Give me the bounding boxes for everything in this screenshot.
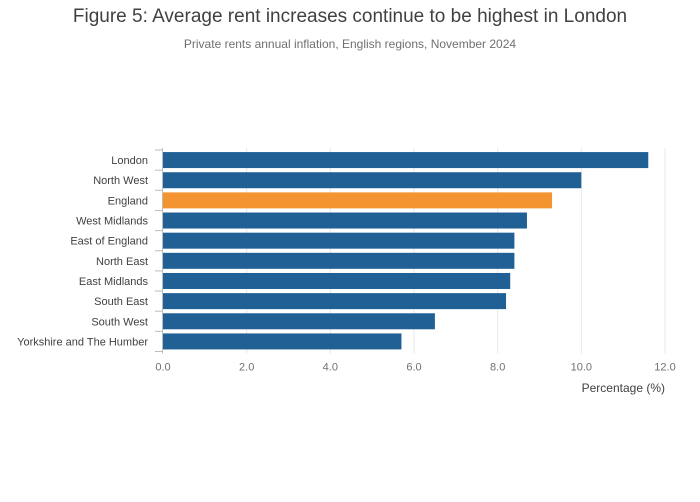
bars	[163, 152, 649, 350]
bar[interactable]	[163, 152, 649, 169]
category-label: England	[108, 195, 148, 207]
x-tick-label: 2.0	[239, 362, 254, 374]
chart-title: Figure 5: Average rent increases continu…	[72, 6, 628, 27]
bar[interactable]	[163, 293, 507, 310]
bar[interactable]	[163, 333, 402, 350]
category-label: North West	[93, 175, 148, 187]
category-label: Yorkshire and The Humber	[17, 336, 148, 348]
x-tick-label: 12.0	[654, 362, 675, 374]
x-tick-label: 6.0	[406, 362, 421, 374]
bar[interactable]	[163, 192, 553, 209]
x-tick-label: 0.0	[155, 362, 170, 374]
category-label: West Midlands	[76, 216, 148, 228]
chart-subtitle: Private rents annual inflation, English …	[183, 37, 517, 51]
bar[interactable]	[163, 172, 582, 189]
category-label: South West	[91, 316, 148, 328]
category-label: London	[111, 155, 148, 167]
bar[interactable]	[163, 212, 527, 229]
x-tick-label: 8.0	[490, 362, 505, 374]
x-axis-title: Percentage (%)	[582, 381, 665, 395]
x-tick-label: 10.0	[571, 362, 592, 374]
category-label: East Midlands	[79, 276, 149, 288]
bar[interactable]	[163, 272, 511, 289]
category-label: East of England	[70, 236, 148, 248]
axes	[155, 148, 163, 354]
bar[interactable]	[163, 232, 515, 249]
labels: 0.0 2.0 4.0 6.0 8.0 10.0 12.0 London North West E…	[17, 155, 676, 373]
bar[interactable]	[163, 252, 515, 269]
x-tick-label: 4.0	[323, 362, 338, 374]
category-label: South East	[94, 296, 148, 308]
bar[interactable]	[163, 313, 435, 330]
category-label: North East	[96, 256, 148, 268]
